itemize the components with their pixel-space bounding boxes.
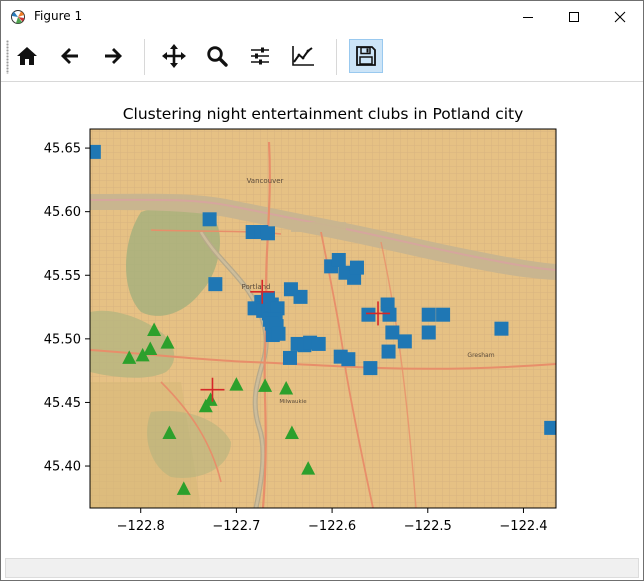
cluster-0-point-26	[311, 336, 326, 351]
x-tick-label: −122.7	[212, 519, 260, 534]
x-tick-label: −122.6	[308, 519, 356, 534]
move-icon	[162, 44, 186, 68]
back-button[interactable]	[53, 39, 87, 73]
maximize-button[interactable]	[551, 1, 597, 33]
cluster-0-point-41	[421, 307, 436, 322]
title-bar[interactable]: Figure 1	[1, 1, 643, 33]
floppy-disk-icon	[356, 46, 376, 66]
axes-frame	[89, 128, 557, 509]
cluster-0-point-1	[202, 212, 217, 227]
y-tick-label: 45.65	[44, 142, 81, 157]
figure-canvas[interactable]: Clustering night entertainment clubs in …	[1, 82, 643, 557]
close-icon	[614, 11, 626, 23]
cluster-0-point-2	[208, 277, 223, 292]
status-bar	[5, 558, 639, 578]
cluster-0-point-22	[282, 350, 297, 365]
line-chart-icon	[292, 46, 314, 66]
cluster-1-point-9	[279, 380, 294, 395]
arrow-right-icon	[105, 48, 122, 64]
close-button[interactable]	[597, 1, 643, 33]
toolbar-separator	[144, 39, 145, 75]
cluster-0-point-42	[421, 325, 436, 340]
cluster-0-point-28	[331, 252, 346, 267]
cluster-0-point-39	[397, 334, 412, 349]
cluster-0-point-44	[494, 321, 509, 336]
window-title: Figure 1	[34, 9, 83, 23]
cluster-0-point-33	[341, 352, 356, 367]
pan-button[interactable]	[157, 39, 191, 73]
cluster-1-point-2	[160, 335, 175, 349]
cluster-0-point-31	[349, 260, 364, 275]
chart-title: Clustering night entertainment clubs in …	[123, 105, 524, 123]
cluster-0-point-40	[381, 344, 396, 359]
cluster-0-point-13	[270, 301, 285, 316]
cluster-0-point-43	[436, 307, 451, 322]
cluster-1-point-0	[147, 322, 162, 336]
cluster-0-point-45	[544, 420, 556, 435]
centroid-marker-1	[366, 301, 391, 326]
toolbar-separator	[336, 39, 337, 75]
centroid-marker-2	[200, 377, 225, 402]
maximize-icon	[569, 12, 579, 22]
x-tick-label: −122.8	[117, 519, 165, 534]
chart-marks	[90, 144, 556, 495]
cluster-0-point-34	[363, 361, 378, 376]
toolbar-grip[interactable]	[6, 40, 9, 74]
cluster-0-point-19	[271, 326, 286, 341]
minimize-icon	[523, 17, 533, 18]
home-button[interactable]	[10, 39, 44, 73]
y-tick-label: 45.45	[44, 396, 81, 411]
cluster-0-point-35	[361, 307, 376, 322]
cluster-1-point-10	[162, 425, 177, 439]
edit-curve-button[interactable]	[286, 39, 320, 73]
forward-button[interactable]	[96, 39, 130, 73]
centroid-marker-0	[250, 279, 275, 304]
subplots-button[interactable]	[243, 39, 277, 73]
map-background: Vancouver Portland Milwaukie Gresham	[90, 129, 556, 508]
scatter-chart[interactable]: Clustering night entertainment clubs in …	[1, 82, 643, 557]
map-label-vancouver: Vancouver	[247, 177, 284, 185]
map-label-gresham: Gresham	[467, 352, 494, 359]
x-tick-label: −122.5	[404, 519, 452, 534]
cluster-1-point-1	[143, 341, 158, 356]
y-tick-label: 45.60	[44, 205, 81, 220]
y-tick-label: 45.40	[44, 460, 81, 475]
home-icon	[17, 47, 37, 65]
cluster-0-point-38	[385, 325, 400, 340]
minimize-button[interactable]	[505, 1, 551, 33]
cluster-1-point-13	[176, 481, 191, 495]
map-label-portland: Portland	[242, 283, 271, 291]
cluster-1-point-7	[203, 392, 218, 406]
y-axis: 45.40 45.45 45.50 45.55 45.60 45.65	[44, 142, 90, 475]
y-tick-label: 45.50	[44, 332, 81, 347]
cluster-1-point-4	[122, 350, 137, 364]
zoom-button[interactable]	[200, 39, 234, 73]
cluster-1-point-12	[301, 461, 316, 475]
navigation-toolbar	[1, 33, 643, 82]
y-tick-label: 45.55	[44, 269, 81, 284]
magnifier-icon	[207, 46, 228, 67]
cluster-1-point-3	[135, 347, 150, 362]
cluster-1-point-8	[258, 378, 273, 392]
x-axis: −122.8 −122.7 −122.6 −122.5 −122.4	[117, 508, 548, 534]
cluster-1-point-5	[229, 377, 244, 391]
cluster-0-point-37	[382, 307, 397, 322]
sliders-icon	[251, 47, 269, 65]
matplotlib-logo-icon	[10, 9, 26, 25]
cluster-0-point-5	[260, 226, 275, 241]
save-button[interactable]	[349, 39, 383, 73]
x-tick-label: −122.4	[499, 519, 547, 534]
cluster-1-point-11	[284, 425, 299, 439]
arrow-left-icon	[61, 48, 78, 64]
cluster-0-point-0	[90, 144, 101, 159]
cluster-0-point-21	[293, 289, 308, 304]
map-label-milwaukie: Milwaukie	[279, 399, 307, 405]
